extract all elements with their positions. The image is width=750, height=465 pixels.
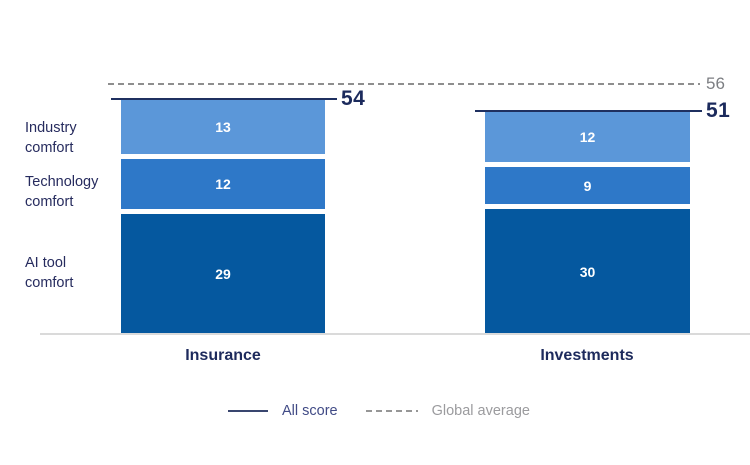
segment-value: 30 <box>579 263 596 280</box>
segment-industry-comfort-insurance: 13 <box>121 100 325 154</box>
segment-value: 12 <box>579 129 596 145</box>
all-score-swatch-icon <box>228 410 268 412</box>
bar-investments: 51 12 9 30 <box>475 99 730 334</box>
category-label-insurance: Insurance <box>185 347 261 364</box>
segment-value: 12 <box>215 176 231 192</box>
all-score-line-investments <box>475 110 702 112</box>
segment-industry-comfort-investments: 12 <box>485 112 690 162</box>
segment-value: 9 <box>583 177 592 194</box>
legend-label-global-average: Global average <box>431 403 530 419</box>
chart-legend: All score Global average <box>228 403 530 419</box>
row-label-technology-comfort: Technology comfort <box>25 174 99 210</box>
segment-ai-tool-comfort-investments: 30 <box>485 209 690 334</box>
all-score-value-investments: 51 <box>706 99 731 122</box>
segment-value: 13 <box>215 119 231 135</box>
segment-technology-comfort-investments: 9 <box>485 167 690 204</box>
all-score-value-insurance: 54 <box>341 87 366 110</box>
row-label-ai-tool-comfort: AI tool comfort <box>25 255 74 291</box>
segment-technology-comfort-insurance: 12 <box>121 159 325 209</box>
global-average-value: 56 <box>706 74 725 93</box>
all-score-line-insurance <box>111 98 337 100</box>
category-label-investments: Investments <box>540 347 634 364</box>
bar-insurance: 54 13 12 29 <box>111 87 365 334</box>
segment-ai-tool-comfort-insurance: 29 <box>121 214 325 334</box>
global-average-line <box>108 83 700 85</box>
legend-label-all-score: All score <box>282 403 338 419</box>
x-axis-baseline <box>40 333 750 335</box>
row-label-industry-comfort: Industry comfort <box>25 120 77 156</box>
segment-value: 29 <box>215 266 231 282</box>
global-average-swatch-icon <box>365 410 418 412</box>
